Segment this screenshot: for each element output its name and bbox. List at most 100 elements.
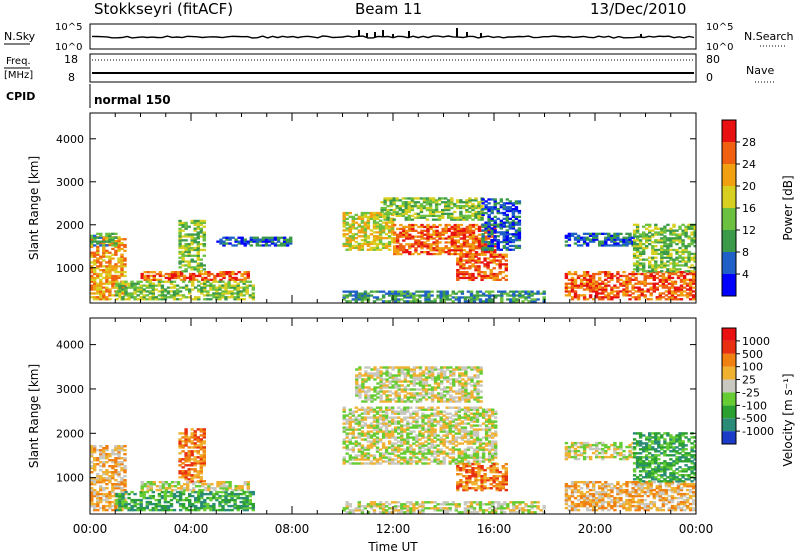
power-echo-cell	[351, 219, 355, 222]
power-echo-cell	[610, 278, 614, 281]
power-echo-cell	[160, 290, 165, 293]
power-echo-cell	[151, 298, 155, 301]
velocity-echo-cell	[387, 503, 392, 506]
velocity-echo-cell	[139, 498, 143, 502]
velocity-echo-cell	[105, 471, 109, 474]
power-echo-cell	[426, 252, 430, 256]
power-echo-cell	[542, 292, 546, 295]
power-echo-cell	[670, 294, 675, 297]
power-echo-cell	[498, 263, 502, 266]
power-echo-cell	[348, 300, 352, 303]
power-echo-cell	[517, 233, 522, 236]
velocity-echo-cell	[187, 456, 191, 459]
velocity-echo-cell	[400, 426, 404, 429]
power-echo-cell	[477, 216, 481, 219]
velocity-echo-cell	[409, 414, 413, 417]
velocity-echo-cell	[93, 483, 97, 486]
power-echo-cell	[592, 232, 596, 235]
velocity-echo-cell	[397, 456, 401, 459]
velocity-echo-cell	[96, 463, 100, 466]
power-echo-cell	[228, 238, 232, 241]
power-echo-cell	[628, 276, 632, 280]
velocity-echo-cell	[105, 500, 109, 504]
velocity-echo-cell	[114, 465, 118, 468]
velocity-echo-cell	[178, 460, 182, 463]
power-echo-cell	[120, 263, 124, 266]
velocity-echo-cell	[394, 442, 398, 445]
velocity-echo-cell	[192, 487, 196, 490]
velocity-echo-cell	[200, 506, 204, 510]
power-echo-cell	[375, 225, 380, 228]
power-echo-cell	[411, 245, 415, 248]
velocity-echo-cell	[142, 508, 146, 512]
power-echo-cell	[157, 284, 162, 287]
velocity-echo-cell	[111, 477, 115, 480]
power-echo-cell	[121, 288, 125, 291]
velocity-echo-cell	[351, 511, 355, 514]
power-echo-cell	[690, 231, 694, 234]
power-echo-cell	[130, 280, 134, 283]
velocity-echo-cell	[218, 508, 222, 512]
power-echo-cell	[450, 216, 454, 219]
power-echo-cell	[408, 223, 412, 227]
velocity-echo-cell	[209, 492, 213, 496]
power-echo-cell	[142, 296, 146, 299]
power-echo-cell	[175, 284, 180, 287]
velocity-echo-cell	[342, 410, 346, 413]
power-echo-cell	[654, 268, 658, 271]
velocity-echo-cell	[391, 434, 395, 437]
velocity-echo-cell	[202, 442, 206, 445]
velocity-echo-cell	[178, 432, 182, 435]
power-echo-cell	[486, 276, 490, 280]
power-echo-cell	[215, 292, 219, 295]
power-echo-cell	[154, 288, 158, 291]
velocity-echo-cell	[191, 502, 195, 506]
velocity-echo-cell	[178, 464, 182, 467]
power-echo-cell	[495, 272, 499, 276]
power-echo-cell	[465, 243, 470, 246]
velocity-echo-cell	[381, 430, 386, 433]
power-echo-cell	[471, 223, 476, 227]
power-echo-cell	[233, 280, 237, 283]
power-echo-cell	[484, 300, 489, 303]
velocity-echo-cell	[360, 456, 365, 459]
velocity-echo-cell	[397, 412, 401, 415]
power-echo-cell	[400, 298, 404, 301]
velocity-echo-cell	[196, 462, 200, 465]
power-echo-cell	[439, 298, 443, 301]
power-echo-cell	[628, 280, 632, 283]
velocity-echo-cell	[421, 503, 425, 506]
power-echo-cell	[142, 298, 146, 301]
power-echo-cell	[487, 223, 491, 226]
power-echo-cell	[465, 216, 469, 219]
power-echo-cell	[468, 252, 473, 256]
velocity-echo-cell	[439, 507, 443, 510]
power-echo-cell	[209, 284, 213, 287]
velocity-echo-cell	[157, 502, 162, 506]
velocity-echo-cell	[130, 506, 134, 510]
power-echo-cell	[426, 225, 430, 229]
power-echo-cell	[181, 250, 185, 254]
power-echo-cell	[392, 210, 396, 214]
power-echo-cell	[96, 276, 100, 280]
power-echo-cell	[212, 296, 216, 299]
power-echo-cell	[389, 201, 393, 204]
velocity-echo-cell	[451, 501, 455, 504]
power-echo-cell	[414, 243, 418, 246]
velocity-echo-cell	[342, 406, 346, 409]
power-echo-cell	[685, 272, 690, 276]
power-echo-cell	[425, 206, 430, 210]
velocity-echo-cell	[524, 503, 528, 506]
power-echo-cell	[166, 296, 171, 299]
velocity-echo-cell	[114, 445, 118, 448]
power-echo-cell	[145, 286, 149, 289]
power-echo-cell	[136, 290, 140, 293]
power-echo-cell	[459, 206, 463, 210]
velocity-echo-cell	[157, 504, 162, 508]
power-echo-cell	[678, 227, 682, 230]
velocity-echo-cell	[105, 496, 109, 500]
velocity-echo-cell	[342, 460, 346, 463]
power-echo-cell	[105, 265, 109, 268]
power-echo-cell	[227, 292, 231, 295]
power-echo-cell	[490, 219, 494, 222]
